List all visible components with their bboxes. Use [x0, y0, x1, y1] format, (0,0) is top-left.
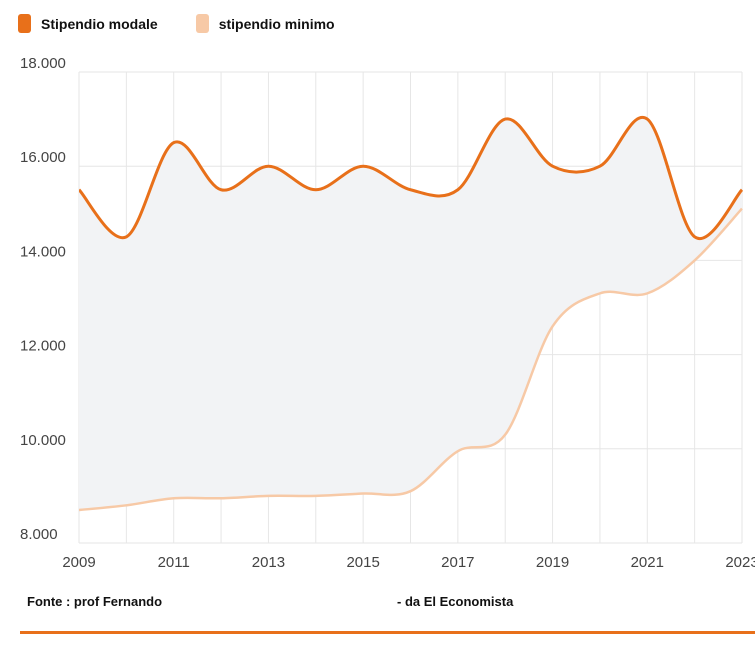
y-tick-label: 18.000 [20, 55, 66, 72]
y-tick-label: 16.000 [20, 149, 66, 166]
bottom-divider [20, 631, 755, 634]
footer-credit: - da El Economista [397, 594, 514, 609]
area-band [79, 117, 742, 511]
x-tick-label: 2019 [536, 554, 569, 571]
x-tick-label: 2009 [62, 554, 95, 571]
footer-source: Fonte : prof Fernando [27, 594, 163, 609]
y-tick-label: 12.000 [20, 338, 66, 355]
line-chart: 8.000 10.000 12.000 14.000 16.000 18.000 2009 2… [20, 55, 755, 571]
y-tick-label: 14.000 [20, 243, 66, 260]
y-tick-label: 8.000 [20, 526, 58, 543]
legend-label-minimo: stipendio minimo [218, 15, 335, 32]
x-tick-label: 2015 [346, 554, 379, 571]
x-tick-label: 2023 [725, 554, 755, 571]
series-line-stipendio-modale [79, 115, 744, 241]
x-tick-label: 2021 [631, 554, 664, 571]
legend: Stipendio modale stipendio minimo [18, 14, 373, 33]
legend-swatch-minimo [195, 14, 209, 33]
x-tick-label: 2011 [158, 554, 190, 571]
legend-item-stipendio-modale[interactable]: Stipendio modale [18, 14, 158, 33]
y-tick-label: 10.000 [20, 432, 66, 449]
legend-label-modale: Stipendio modale [41, 15, 158, 32]
legend-swatch-modale [18, 14, 31, 33]
series-line-stipendio-minimo [79, 207, 743, 512]
x-tick-label: 2017 [441, 554, 474, 571]
x-tick-label: 2013 [252, 554, 285, 571]
legend-item-stipendio-minimo[interactable]: stipendio minimo [195, 14, 335, 33]
